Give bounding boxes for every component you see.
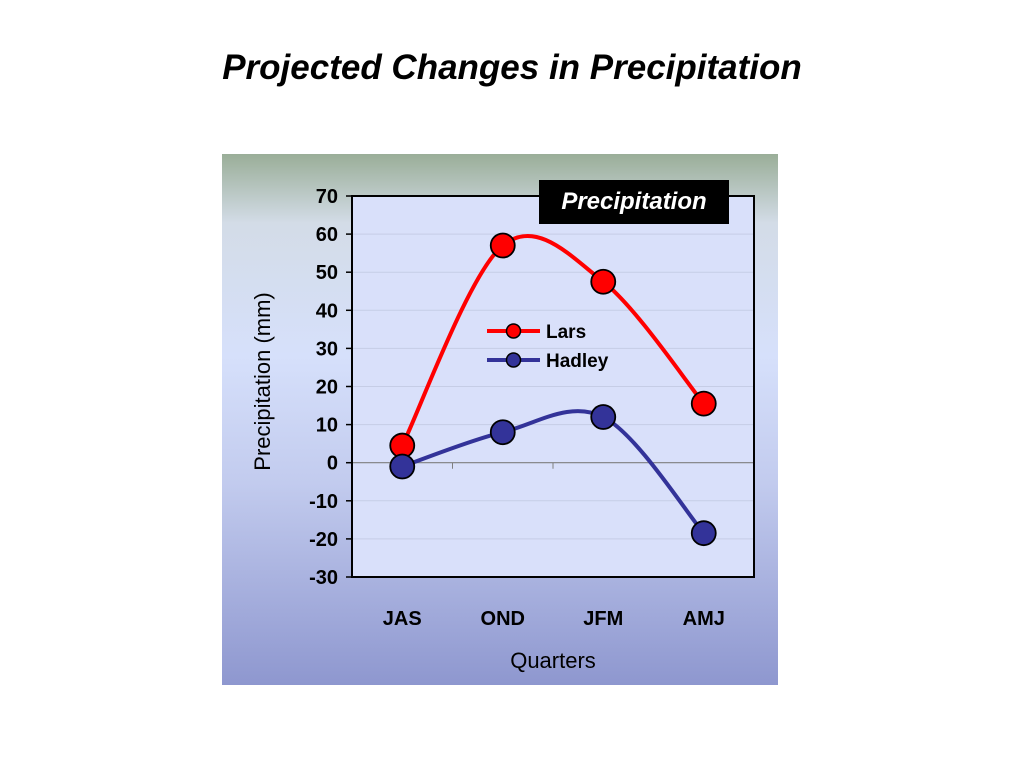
legend-marker-lars	[505, 323, 522, 339]
y-axis-title: Precipitation (mm)	[250, 292, 275, 470]
y-tick-label: 50	[316, 262, 338, 284]
x-axis-title: Quarters	[510, 648, 596, 673]
chart-title: Precipitation	[539, 180, 729, 224]
y-tick-label: 20	[316, 377, 338, 399]
legend-label-hadley: Hadley	[546, 351, 609, 372]
legend-label-lars: Lars	[546, 322, 586, 343]
slide-title: Projected Changes in Precipitation	[222, 48, 802, 87]
y-tick-label: -10	[309, 491, 338, 513]
x-tick-label: OND	[481, 608, 525, 630]
data-point-lars	[690, 390, 717, 417]
chart-panel: 70 60 50 40 30 20 10 0 -10 -20 -30 JAS OND JFM AMJ Quar…	[222, 154, 778, 685]
data-point-hadley	[690, 520, 717, 547]
y-tick-label: 40	[316, 300, 338, 322]
legend-marker-hadley	[505, 352, 522, 368]
x-tick-label: JAS	[383, 608, 422, 630]
y-tick-label: -30	[309, 567, 338, 589]
data-point-hadley	[389, 453, 416, 480]
data-point-lars	[489, 232, 516, 259]
y-tick-label: 60	[316, 224, 338, 246]
y-tick-label: 0	[327, 453, 338, 475]
data-point-hadley	[590, 404, 617, 430]
x-tick-label: JFM	[583, 608, 623, 630]
series-line-lars	[400, 233, 706, 447]
data-point-hadley	[489, 419, 516, 446]
y-tick-label: -20	[309, 529, 338, 551]
series-line-hadley	[401, 409, 706, 535]
x-tick-label: AMJ	[683, 608, 725, 630]
y-tick-label: 70	[316, 186, 338, 208]
y-tick-label: 30	[316, 338, 338, 360]
data-point-lars	[590, 268, 617, 295]
y-tick-label: 10	[316, 415, 338, 437]
precipitation-chart: 70 60 50 40 30 20 10 0 -10 -20 -30 JAS OND JFM AMJ Quar…	[250, 186, 755, 673]
